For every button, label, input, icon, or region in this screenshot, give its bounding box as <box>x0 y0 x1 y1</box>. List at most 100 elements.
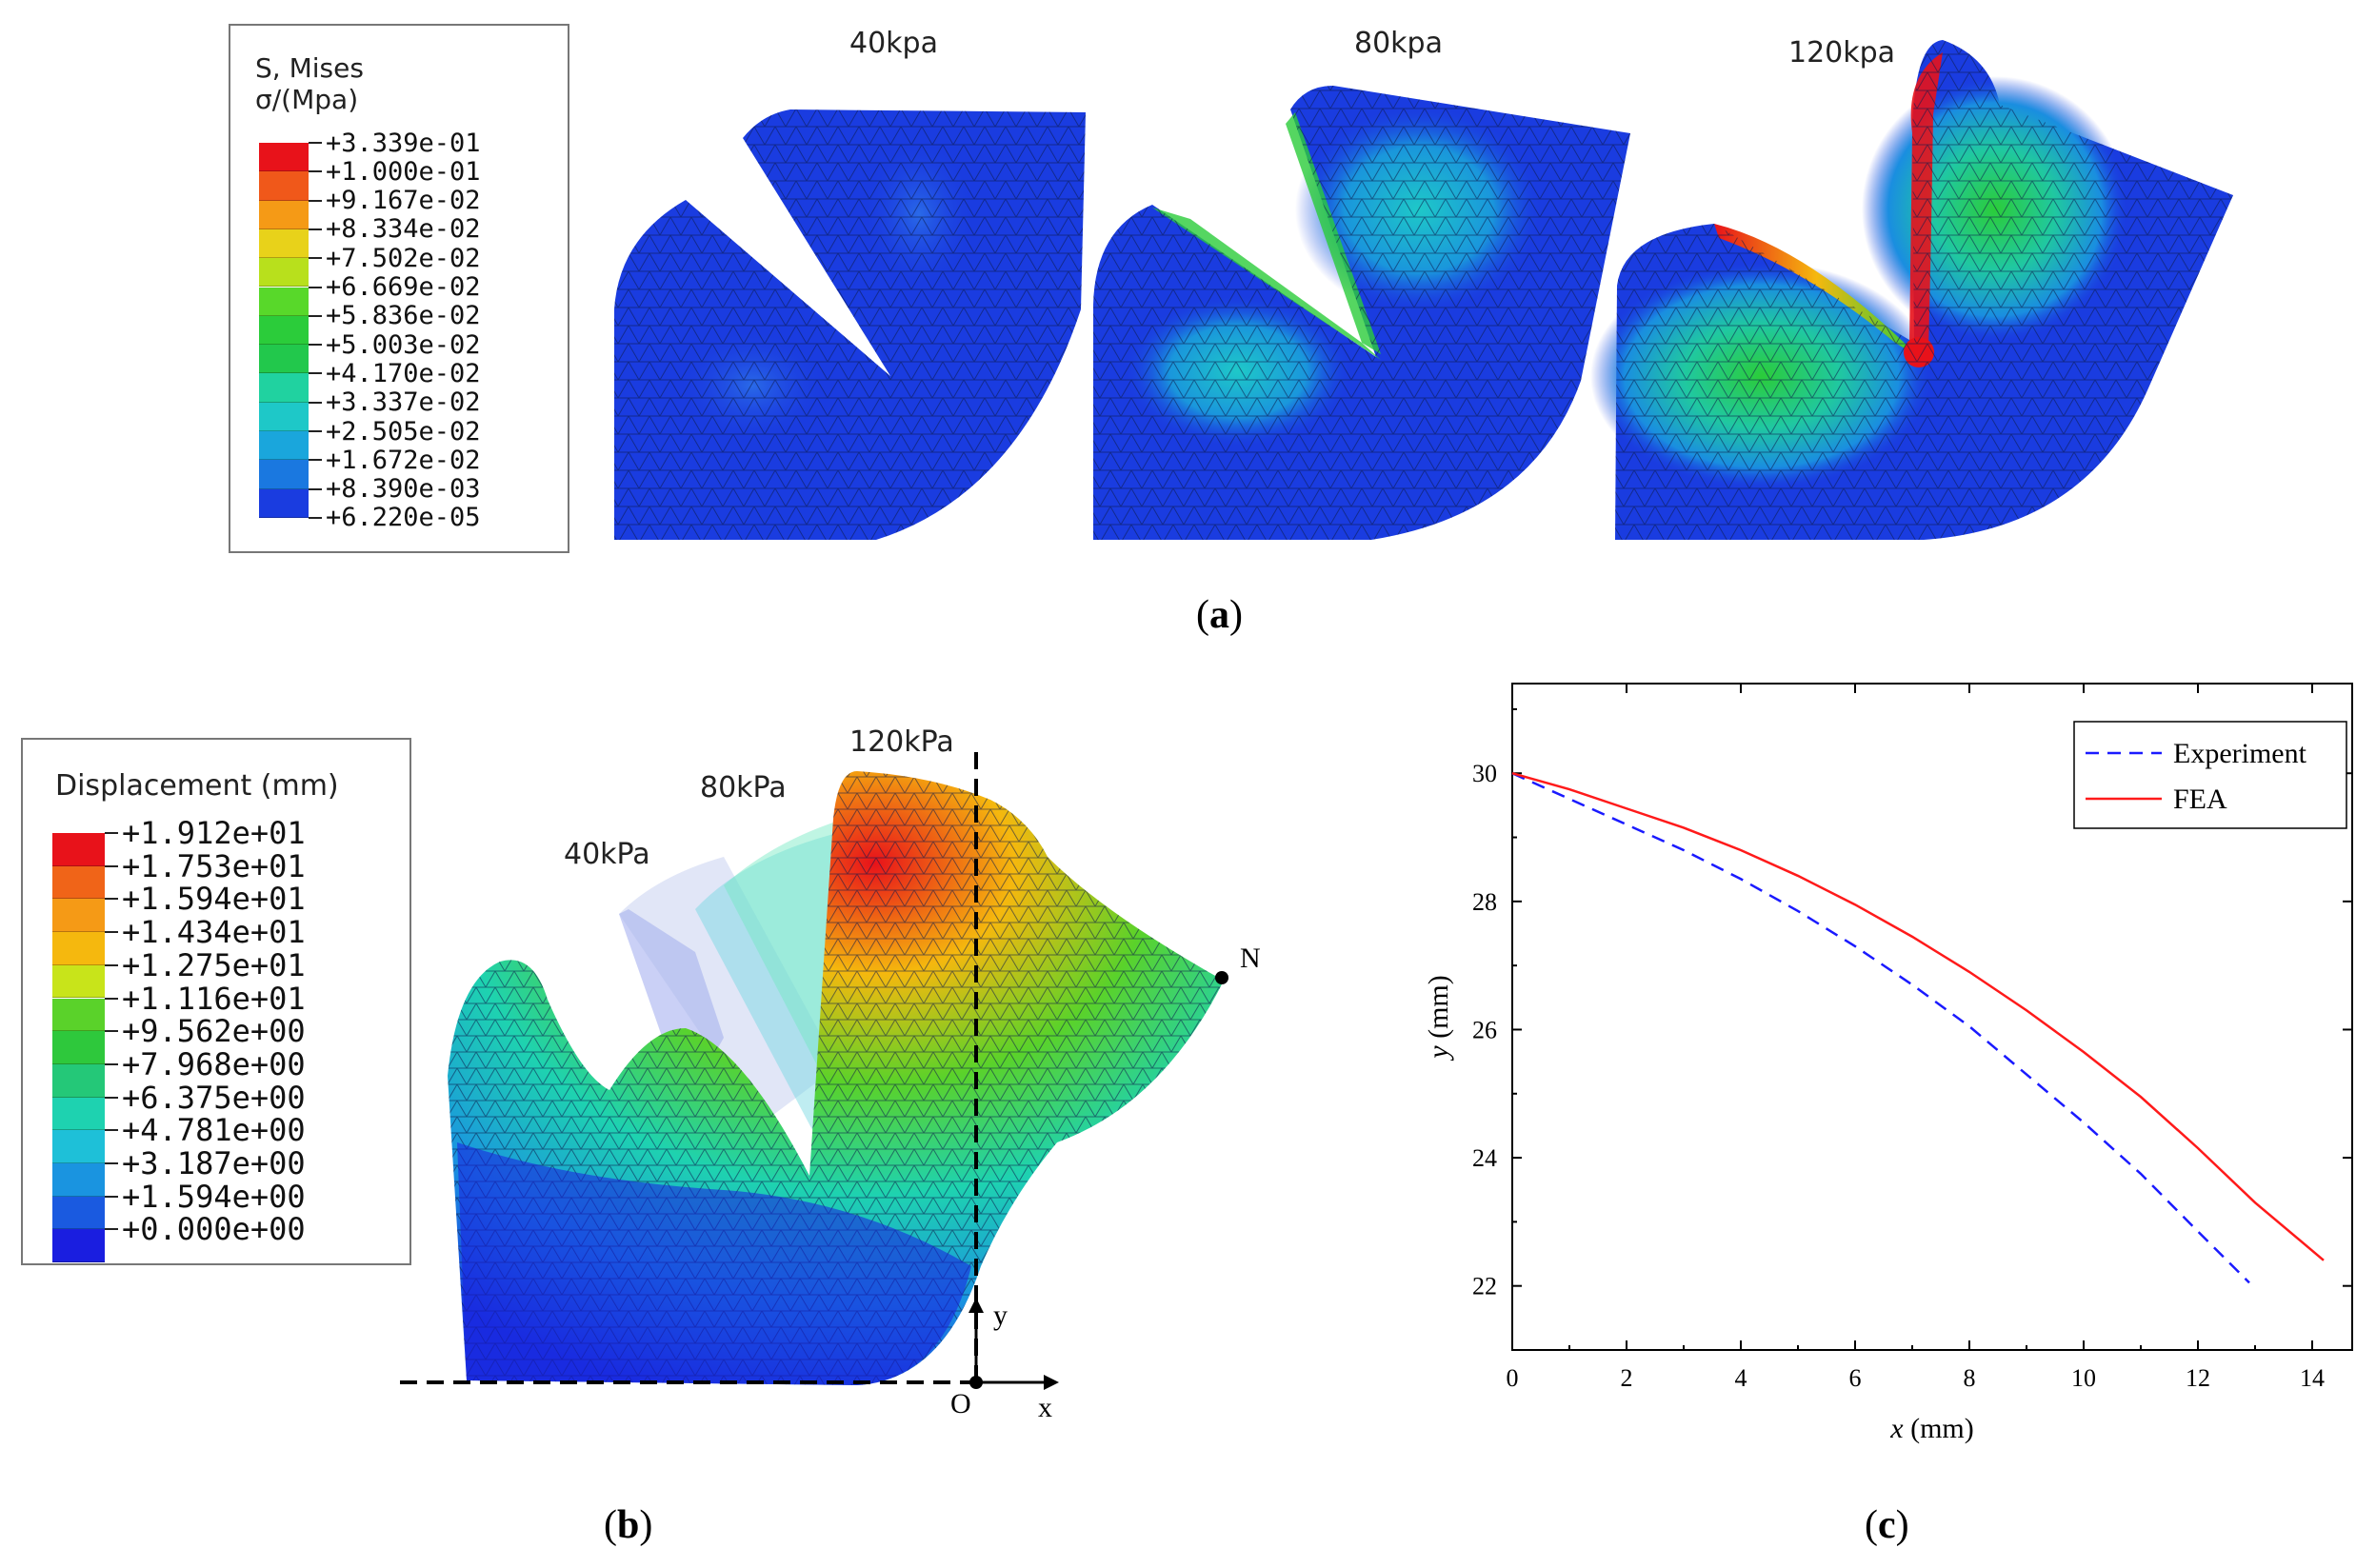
axis-label-x: x <box>1038 1392 1052 1423</box>
stress-legend-value: +1.000e-01 <box>326 156 481 187</box>
plot-frame <box>1511 683 2353 1351</box>
x-axis-label-var: x <box>1889 1413 1904 1444</box>
series-line-experiment <box>1511 772 2250 1284</box>
stress-legend-title-line2: σ/(Mpa) <box>255 84 359 115</box>
stress-legend-tick <box>309 142 322 144</box>
disp-legend-tick <box>105 1030 118 1033</box>
y-axis-label-unit: (mm) <box>1423 975 1454 1045</box>
disp-legend-row: +1.594e+00 <box>52 1179 306 1230</box>
pressure-label-80kpa: 80kPa <box>700 771 787 804</box>
disp-legend-swatch <box>52 932 105 965</box>
stress-legend-row: +4.170e-02 <box>259 359 481 403</box>
stress-legend-swatch <box>259 258 309 288</box>
disp-legend-value: +9.562e+00 <box>122 1013 306 1050</box>
disp-legend-value: +1.753e+01 <box>122 847 306 884</box>
stress-legend-value: +6.669e-02 <box>326 272 481 302</box>
disp-legend-row: +1.275e+01 <box>52 947 306 999</box>
x-tick-label: 4 <box>1735 1364 1747 1392</box>
x-axis-label-unit: (mm) <box>1904 1413 1974 1444</box>
stress-legend-tick <box>309 170 322 173</box>
disp-legend-value: +1.434e+01 <box>122 914 306 951</box>
x-tick-label: 10 <box>2071 1364 2096 1392</box>
stress-legend-row: +9.167e-02 <box>259 186 481 229</box>
disp-legend-swatch <box>52 1196 105 1230</box>
disp-legend-value: +1.594e+00 <box>122 1178 306 1215</box>
x-tick-label: 14 <box>2300 1364 2325 1392</box>
disp-legend-row: +1.116e+01 <box>52 981 306 1032</box>
legend-label-experiment: Experiment <box>2173 738 2307 769</box>
disp-legend-swatch <box>52 1031 105 1064</box>
disp-legend-tick <box>105 997 118 1000</box>
disp-legend-swatch <box>52 1130 105 1163</box>
y-tick-label: 26 <box>1472 1016 1497 1043</box>
stress-legend-row: +3.337e-02 <box>259 387 481 431</box>
stress-legend-tick <box>309 372 322 375</box>
pressure-label-40kpa: 40kPa <box>564 838 650 871</box>
stress-legend-swatch <box>259 200 309 229</box>
disp-legend-swatch <box>52 1097 105 1131</box>
disp-legend-tick <box>105 1096 118 1099</box>
stress-legend-swatch <box>259 315 309 346</box>
stress-legend-swatch <box>259 402 309 431</box>
stress-legend-swatch <box>259 460 309 489</box>
chart-legend <box>2073 721 2347 829</box>
stress-legend-row: +3.339e-01 <box>259 129 481 172</box>
stress-legend-row: +1.000e-01 <box>259 157 481 201</box>
stress-legend-value: +5.003e-02 <box>326 329 481 360</box>
disp-legend-row: +3.187e+00 <box>52 1145 306 1197</box>
x-axis-label: x (mm) <box>1889 1413 1973 1444</box>
stress-legend-value: +3.339e-01 <box>326 128 481 158</box>
stress-legend-swatch <box>259 228 309 259</box>
disp-legend-tick <box>105 898 118 901</box>
legend-label-fea: FEA <box>2173 784 2227 815</box>
x-tick-label: 0 <box>1507 1364 1519 1392</box>
stress-legend-swatch <box>259 345 309 374</box>
stress-legend-row: +2.505e-02 <box>259 417 481 461</box>
y-tick-label: 22 <box>1472 1273 1497 1300</box>
stress-legend-row: +7.502e-02 <box>259 244 481 288</box>
stress-legend-value: +8.334e-02 <box>326 214 481 245</box>
x-tick-label: 6 <box>1849 1364 1862 1392</box>
series-line-fea <box>1511 772 2325 1261</box>
y-tick-label: 30 <box>1472 760 1497 787</box>
stress-legend-row: +6.669e-02 <box>259 272 481 316</box>
disp-legend-swatch <box>52 1229 105 1263</box>
disp-legend-value: +3.187e+00 <box>122 1145 306 1181</box>
pressure-label-120kpa: 120kPa <box>849 725 954 759</box>
y-axis-label-var: y <box>1423 1045 1454 1062</box>
y-tick-label: 24 <box>1472 1144 1497 1172</box>
x-tick-label: 2 <box>1621 1364 1633 1392</box>
disp-legend-tick <box>105 1162 118 1164</box>
disp-legend-tick <box>105 1129 118 1132</box>
stress-legend-row: +5.836e-02 <box>259 301 481 346</box>
stress-legend-value: +4.170e-02 <box>326 358 481 388</box>
stress-legend-tick <box>309 487 322 490</box>
stress-legend-value: +3.337e-02 <box>326 387 481 418</box>
disp-legend-row: +6.375e+00 <box>52 1080 306 1131</box>
disp-legend-value: +4.781e+00 <box>122 1112 306 1149</box>
plot-title-80kpa: 80kpa <box>1354 27 1443 60</box>
disp-legend-value: +1.594e+01 <box>122 881 306 918</box>
stress-legend-title-line1: S, Mises <box>255 52 364 84</box>
stress-legend-swatch <box>259 488 309 518</box>
disp-legend-swatch <box>52 833 105 866</box>
disp-legend-row: +1.912e+01 <box>52 815 306 866</box>
stress-legend-swatch <box>259 171 309 201</box>
stress-legend-tick <box>309 401 322 404</box>
stress-legend-swatch <box>259 287 309 316</box>
stress-legend-value: +7.502e-02 <box>326 243 481 273</box>
disp-legend-swatch <box>52 1063 105 1098</box>
plot-title-40kpa: 40kpa <box>849 27 938 60</box>
panel-label-a: (a) <box>1196 593 1243 637</box>
disp-legend-value: +6.375e+00 <box>122 1079 306 1116</box>
disp-legend-tick <box>105 931 118 934</box>
stress-legend-tick <box>309 430 322 432</box>
stress-legend-value: +2.505e-02 <box>326 416 481 447</box>
disp-legend-tick <box>105 1228 118 1231</box>
fea-stress-images <box>614 40 2233 540</box>
disp-legend-tick <box>105 864 118 867</box>
disp-legend-tick <box>105 963 118 966</box>
displacement-legend-title: Displacement (mm) <box>55 769 339 803</box>
stress-legend-swatch <box>259 373 309 403</box>
y-tick-label: 28 <box>1472 888 1497 916</box>
